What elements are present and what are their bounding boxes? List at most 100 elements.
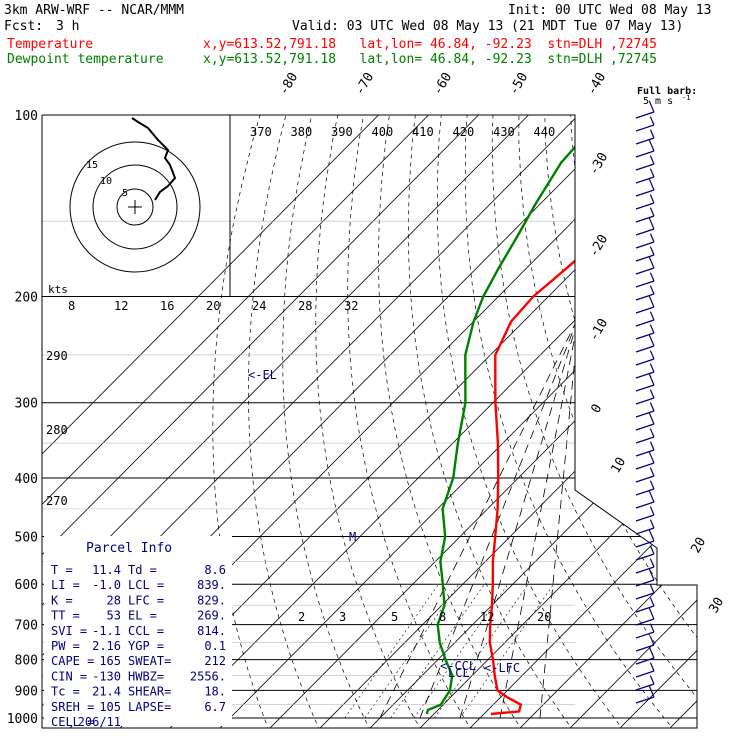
parcel-cell: 212 <box>204 654 226 668</box>
isotherm--110 <box>42 115 457 728</box>
wind-barb <box>635 670 655 678</box>
parcel-cell: CIN = <box>51 669 87 683</box>
wind-barb-flag <box>648 490 655 503</box>
isotherm-50 <box>617 115 697 728</box>
wind-barb <box>635 631 655 639</box>
isotherm-20 <box>467 115 697 728</box>
wind-barb-flag <box>648 451 655 464</box>
parcel-cell: PW = <box>51 639 80 653</box>
isotherm--100 <box>42 115 507 728</box>
wind-barb <box>635 176 655 184</box>
wind-barb <box>635 241 655 249</box>
isotherm-label--10: -10 <box>586 316 611 344</box>
wind-barb-flag <box>648 100 655 113</box>
moist-adiabat-0 <box>379 296 589 719</box>
mixing-ratio-label-top-24: 24 <box>252 299 266 313</box>
dewpoint-profile <box>425 115 605 715</box>
hodograph-units: kts <box>48 283 68 296</box>
mixing-ratio-label-low-8: 8 <box>439 610 446 624</box>
dry-adiabat-360 <box>543 115 697 728</box>
moist-adiabat-16 <box>459 296 586 719</box>
wind-barb <box>635 215 655 223</box>
wind-barb <box>635 618 655 626</box>
dry-adiabat-400 <box>644 115 697 728</box>
isotherm-30 <box>517 115 697 728</box>
parcel-info-title: Parcel Info <box>86 541 172 556</box>
mixing-ratio-2 <box>344 584 439 719</box>
mixing-ratio-label-low-3: 3 <box>339 610 346 624</box>
dry-adiabat-280 <box>315 115 422 728</box>
wind-barb <box>635 137 655 145</box>
wind-barb <box>635 553 655 561</box>
parcel-cell: CELL = <box>51 715 94 729</box>
dewpoint-station-info: x,y=613.52,791.18 lat,lon= 46.84, -92.23… <box>203 52 657 67</box>
wind-barb-flag <box>649 389 655 399</box>
wind-barb <box>635 228 655 236</box>
wind-barb <box>635 514 655 522</box>
parcel-cell: 8.6 <box>204 563 226 577</box>
wind-barb-flag <box>648 529 655 542</box>
wind-barb <box>635 319 655 327</box>
wind-barb <box>635 436 655 444</box>
parcel-cell: LFC = <box>128 593 164 607</box>
isotherm-label--30: -30 <box>586 150 611 178</box>
mixing-ratio-label-low-5: 5 <box>391 610 398 624</box>
wind-barb <box>635 488 655 496</box>
wind-barb <box>635 449 655 457</box>
parcel-cell: EL = <box>128 609 157 623</box>
isotherm--20 <box>267 115 697 728</box>
wind-barb-flag <box>648 685 655 698</box>
parcel-cell: 2.16 <box>92 639 121 653</box>
mixing-ratio-label-top-12: 12 <box>114 299 128 313</box>
parcel-cell: 839. <box>197 578 226 592</box>
hodograph-label-15: 15 <box>86 160 98 171</box>
wind-barb <box>635 683 655 691</box>
wind-barb-flag <box>649 116 655 126</box>
wind-barb-flag <box>648 334 655 347</box>
wind-barb-flag <box>649 363 655 373</box>
wind-barb <box>635 293 655 301</box>
parcel-cell: Tc = <box>51 685 80 699</box>
mixing-ratio-label-top-16: 16 <box>160 299 174 313</box>
wind-barb <box>635 462 655 470</box>
wind-barb <box>635 384 655 392</box>
parcel-cell: -1.1 <box>92 624 121 638</box>
wind-barb <box>635 111 655 119</box>
wind-barb-flag <box>649 480 655 490</box>
wind-barb-flag <box>649 324 655 334</box>
wind-barb-flag <box>649 597 655 607</box>
parcel-cell: 814. <box>197 624 226 638</box>
wind-barb <box>635 202 655 210</box>
parcel-info-panel: Parcel Info T = 11.4 Td = 8.6 LI = -1.0 LCL = 8… <box>44 536 232 729</box>
parcel-cell: SVI = <box>51 624 87 638</box>
mixing-ratio-12 <box>433 584 529 719</box>
isotherm-label--40: -40 <box>584 70 609 98</box>
parcel-cell: T = <box>51 563 73 577</box>
hodograph-ring-5 <box>116 188 154 226</box>
isotherm-10 <box>417 115 697 728</box>
parcel-cell: 21.4 <box>92 685 121 699</box>
theta-e-label-370: 370 <box>250 125 272 139</box>
pressure-label-300: 300 <box>15 397 38 412</box>
wind-barb <box>635 345 655 353</box>
parcel-cell: 165 <box>99 654 121 668</box>
wind-barb-flag <box>648 568 655 581</box>
parcel-cell: 829. <box>197 593 226 607</box>
parcel-cell: 105 <box>99 700 121 714</box>
parcel-cell: CCL = <box>128 624 164 638</box>
isotherm--90 <box>42 115 557 728</box>
parcel-cell: 18. <box>204 685 226 699</box>
wind-barb <box>635 566 655 574</box>
temperature-profile <box>488 115 697 716</box>
wind-scale-exp: -1 <box>682 94 690 102</box>
hodograph-label-5: 5 <box>122 188 128 199</box>
parcel-cell: 28 <box>107 593 121 607</box>
temperature-legend: Temperature <box>7 37 94 52</box>
wind-barb-flag <box>649 545 655 555</box>
parcel-cell: SHEAR= <box>128 685 171 699</box>
isotherm--120 <box>42 115 407 728</box>
isotherm-label--80: -80 <box>276 70 301 98</box>
pressure-label-600: 600 <box>15 578 38 593</box>
dry-adiabat-270 <box>282 115 371 728</box>
